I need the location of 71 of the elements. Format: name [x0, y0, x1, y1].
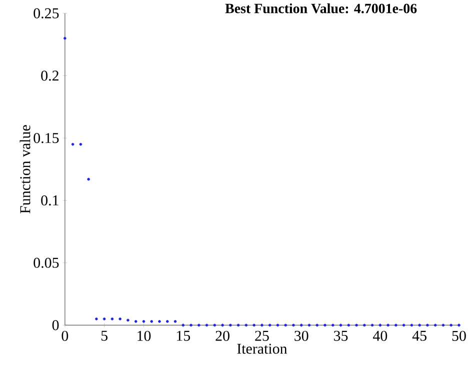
x-tick-label: 35	[334, 330, 348, 341]
point	[300, 324, 303, 327]
x-tick-label: 10	[138, 330, 151, 341]
x-tick-label: 5	[101, 330, 108, 341]
point	[418, 324, 421, 327]
x-tick-label: 25	[255, 330, 269, 341]
point	[442, 324, 445, 327]
point	[150, 320, 154, 323]
point	[174, 320, 177, 323]
y-tick-label: 0	[52, 320, 59, 330]
point	[394, 324, 398, 327]
point	[87, 178, 90, 181]
point	[198, 324, 200, 327]
point	[182, 324, 185, 327]
point	[126, 318, 130, 322]
point	[450, 324, 452, 327]
point	[308, 324, 311, 327]
x-tick-label: 20	[216, 330, 230, 341]
point	[213, 324, 216, 327]
y-axis-title: Function value	[20, 125, 30, 214]
y-tick-label: 0.1	[41, 195, 58, 206]
point	[386, 324, 390, 327]
point	[339, 324, 342, 327]
point	[324, 324, 326, 327]
point	[284, 324, 287, 327]
point	[410, 324, 414, 327]
point	[142, 320, 146, 323]
point	[426, 324, 429, 327]
point	[378, 324, 382, 327]
x-axis-title: Iteration	[237, 344, 288, 354]
point	[355, 324, 358, 327]
point	[102, 318, 106, 320]
chart-title: Best Function Value: 4.7001e-06	[225, 3, 417, 14]
x-tick-label: 50	[452, 330, 466, 341]
x-tick-label: 40	[372, 330, 388, 341]
point	[370, 324, 374, 327]
point	[402, 324, 406, 327]
point	[363, 324, 366, 327]
point	[268, 324, 272, 327]
y-tick-label: 0.2	[41, 70, 58, 81]
point	[229, 324, 232, 327]
x-tick-label: 15	[176, 330, 190, 341]
point	[110, 318, 114, 320]
point	[205, 324, 208, 327]
point	[95, 318, 98, 320]
point	[166, 320, 169, 323]
point	[347, 324, 350, 327]
point	[236, 324, 240, 327]
y-tick-label: 0.05	[34, 258, 59, 268]
point	[292, 324, 295, 327]
point	[316, 324, 319, 327]
point	[64, 36, 66, 40]
point	[244, 324, 248, 327]
point	[190, 324, 192, 327]
point	[158, 320, 161, 323]
point	[276, 324, 280, 327]
point	[260, 324, 264, 327]
y-tick-label: 0.25	[34, 8, 59, 18]
x-tick-label: 30	[294, 330, 308, 341]
point	[331, 324, 334, 327]
point	[79, 142, 82, 146]
point	[252, 324, 256, 327]
point	[434, 324, 437, 327]
point	[71, 142, 74, 146]
x-tick-label: 45	[412, 330, 426, 341]
point	[134, 320, 138, 323]
point	[221, 324, 224, 327]
y-tick-label: 0.15	[34, 132, 59, 144]
x-tick-label: 0	[62, 330, 68, 341]
point	[118, 318, 122, 320]
point	[458, 324, 460, 327]
